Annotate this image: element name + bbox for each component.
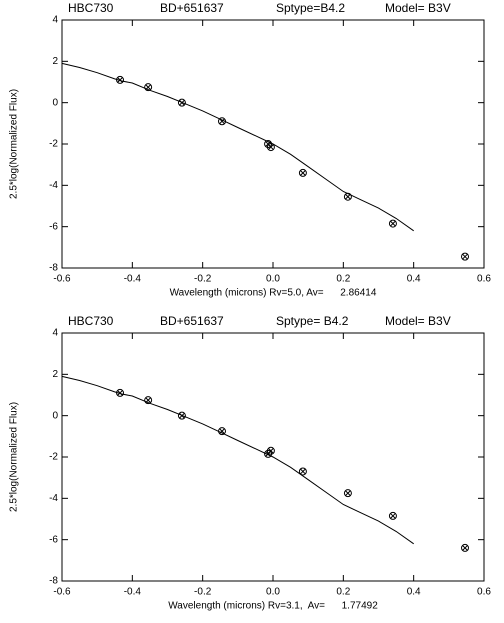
observed-point: [177, 411, 186, 420]
observed-point: [461, 543, 470, 552]
y-tick-label: -6: [49, 221, 58, 232]
marker-cross: [145, 397, 151, 403]
marker-cross: [219, 118, 225, 125]
marker-cross: [268, 144, 274, 150]
observed-point: [116, 388, 125, 397]
marker-cross: [390, 220, 396, 227]
panel: HBC730 BD+651637 Sptype= B4.2 Model= B3V Wav…: [9, 314, 492, 611]
observed-point: [343, 489, 352, 498]
x-tick-label: -0.6: [53, 274, 71, 285]
x-tick-label: 0.0: [266, 274, 280, 285]
observed-point: [266, 446, 275, 455]
x-tick-label: 0.6: [477, 274, 491, 285]
observed-point: [388, 511, 397, 520]
marker-cross: [179, 412, 185, 419]
y-tick-label: -6: [49, 534, 58, 545]
marker-cross: [268, 447, 274, 454]
x-axis-label: Wavelength (microns) Rv=3.1, Av= 1.77492: [168, 601, 378, 612]
x-tick-label: 0.4: [407, 274, 421, 285]
y-tick-label: 2: [52, 369, 58, 380]
x-tick-label: -0.2: [194, 274, 212, 285]
model-spectrum: [61, 375, 414, 545]
header-text: BD+651637: [160, 1, 224, 15]
x-tick-label: 0.2: [336, 587, 350, 598]
y-tick-label: -4: [49, 493, 58, 504]
y-tick-label: -8: [49, 263, 58, 274]
y-axis-label: 2.5*log(Normalized Flux): [9, 402, 20, 512]
marker-cross: [390, 513, 396, 519]
y-tick-label: -8: [49, 576, 58, 587]
observed-point: [218, 117, 227, 126]
y-tick-label: 0: [52, 410, 58, 421]
observed-point: [116, 75, 125, 84]
marker-circle: [298, 467, 307, 476]
x-tick-label: 0.2: [336, 274, 350, 285]
observed-point: [298, 168, 307, 177]
marker-circle: [343, 192, 352, 201]
panel: HBC730 BD+651637 Sptype=B4.2 Model= B3V Wave…: [9, 1, 492, 298]
marker-cross: [179, 99, 185, 106]
header-text: BD+651637: [160, 314, 224, 328]
x-tick-label: -0.6: [53, 587, 71, 598]
observed-point: [144, 396, 153, 405]
observed-point: [388, 219, 397, 228]
x-tick-label: -0.2: [194, 587, 212, 598]
x-tick-label: 0.6: [477, 587, 491, 598]
header-text: Sptype=B4.2: [276, 1, 345, 15]
x-tick-label: -0.4: [124, 274, 142, 285]
marker-circle: [298, 168, 307, 177]
marker-circle: [388, 219, 397, 228]
marker-circle: [388, 511, 397, 520]
marker-cross: [345, 193, 351, 200]
marker-circle: [144, 396, 153, 405]
marker-cross: [117, 390, 123, 396]
marker-circle: [218, 427, 227, 436]
observed-point: [218, 427, 227, 436]
observed-point: [461, 252, 470, 261]
marker-cross: [300, 468, 306, 475]
marker-circle: [266, 446, 275, 455]
y-tick-label: -2: [49, 139, 58, 150]
observed-point: [144, 83, 153, 92]
marker-circle: [116, 388, 125, 397]
marker-circle: [266, 143, 275, 152]
marker-circle: [144, 83, 153, 92]
x-tick-label: 0.4: [407, 587, 421, 598]
y-tick-label: 4: [52, 328, 58, 339]
marker-cross: [462, 545, 468, 551]
y-tick-label: -2: [49, 452, 58, 463]
marker-circle: [177, 411, 186, 420]
model-spectrum: [61, 62, 414, 232]
marker-circle: [177, 98, 186, 107]
y-tick-label: 2: [52, 56, 58, 67]
marker-circle: [343, 489, 352, 498]
marker-cross: [117, 77, 123, 83]
y-tick-label: 4: [52, 15, 58, 26]
observed-point: [177, 98, 186, 107]
x-tick-label: -0.4: [124, 587, 142, 598]
header-text: HBC730: [68, 1, 114, 15]
x-tick-label: 0.0: [266, 587, 280, 598]
marker-cross: [462, 253, 468, 260]
marker-cross: [145, 84, 151, 90]
observed-point: [266, 143, 275, 152]
header-text: HBC730: [68, 314, 114, 328]
marker-cross: [219, 428, 225, 434]
x-axis-label: Wavelength (microns) Rv=5.0, Av= 2.86414: [170, 288, 377, 299]
marker-circle: [461, 543, 470, 552]
header-text: Sptype= B4.2: [276, 314, 349, 328]
marker-circle: [461, 252, 470, 261]
marker-circle: [116, 75, 125, 84]
header-text: Model= B3V: [385, 314, 451, 328]
y-axis-label: 2.5*log(Normalized Flux): [9, 89, 20, 199]
observed-point: [298, 467, 307, 476]
observed-point: [343, 192, 352, 201]
header-text: Model= B3V: [385, 1, 451, 15]
marker-cross: [345, 490, 351, 496]
y-tick-label: 0: [52, 97, 58, 108]
marker-circle: [218, 117, 227, 126]
y-tick-label: -4: [49, 180, 58, 191]
marker-cross: [300, 170, 306, 176]
